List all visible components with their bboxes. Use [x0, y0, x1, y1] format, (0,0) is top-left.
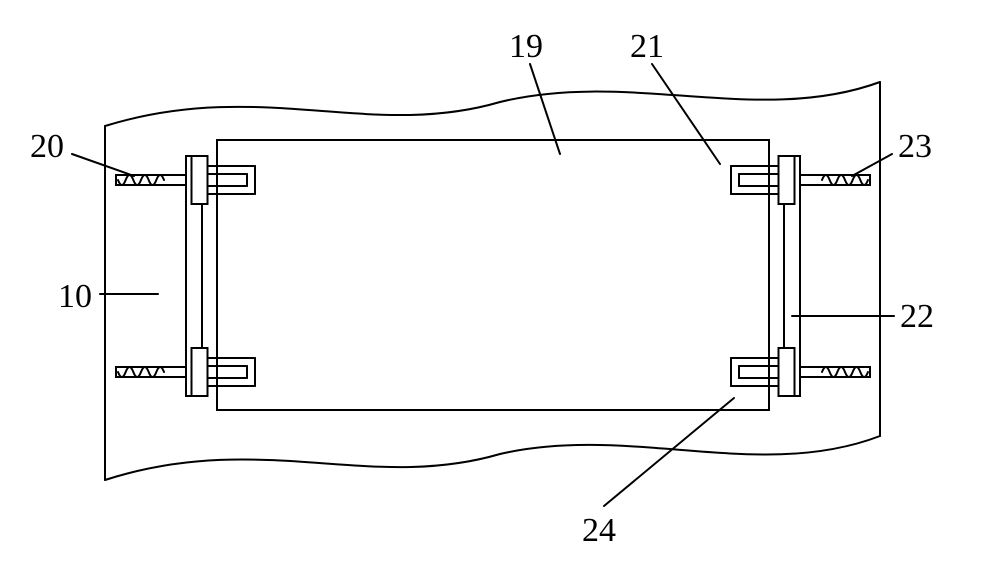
diagram-svg [0, 0, 1000, 563]
part-label-24: 24 [582, 512, 616, 550]
panel-top-edge [105, 82, 880, 126]
clip-tab [779, 156, 795, 204]
inner-plate [217, 140, 769, 410]
clip-tab [779, 348, 795, 396]
part-label-20: 20 [30, 128, 64, 166]
part-label-22: 22 [900, 298, 934, 336]
panel-bottom-edge [105, 436, 880, 480]
leader-line [72, 154, 134, 176]
part-label-10: 10 [58, 278, 92, 316]
leader-line [852, 154, 892, 176]
part-label-23: 23 [898, 128, 932, 166]
part-label-19: 19 [509, 28, 543, 66]
part-label-21: 21 [630, 28, 664, 66]
clip-tab [192, 156, 208, 204]
clip-tab [192, 348, 208, 396]
